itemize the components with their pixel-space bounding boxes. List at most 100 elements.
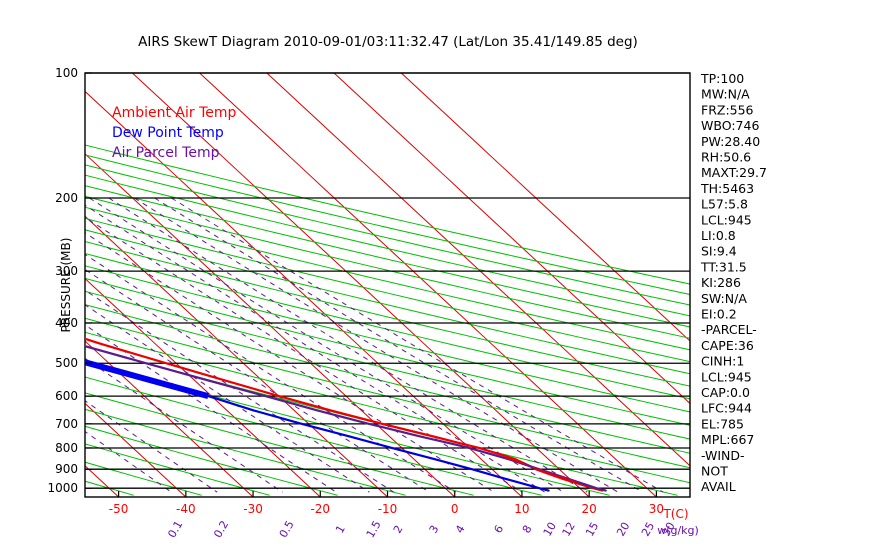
index--wind-: -WIND- [701,448,745,463]
bottom-temp-label: 0 [451,502,459,516]
pressure-labels: 100 200 300 400 500 600 700 800 900 1000 [47,66,78,495]
index-el-785: EL:785 [701,416,744,431]
isotherm-line [85,277,321,497]
adiabat-line [85,185,690,328]
pressure-label: 200 [55,191,78,205]
isotherm-line [333,73,690,405]
bottom-temp-label: 10 [514,502,529,516]
index-cinh-1: CINH:1 [701,354,744,369]
mixing-ratio-line [85,232,495,493]
adiabat-line [85,229,690,375]
adiabat-line [85,317,690,469]
pressure-gridlines [85,72,690,489]
index-li-0-8: LI:0.8 [701,228,736,243]
adiabat-line [85,277,690,426]
mixing-ratio-label: 20 [614,520,632,539]
index-frz-556: FRZ:556 [701,102,754,117]
adiabat-line [85,217,690,363]
index-mpl-667: MPL:667 [701,432,754,447]
isotherm-line [132,73,590,497]
index--parcel-: -PARCEL- [701,322,757,337]
pressure-label: 700 [55,417,78,431]
mixing-ratio-line [85,357,283,493]
index-maxt-29-7: MAXT:29.7 [701,165,767,180]
index-wbo-746: WBO:746 [701,118,759,133]
isotherm-line [85,340,254,497]
adiabat-line [85,304,690,454]
adiabat-line [85,206,690,351]
isotherm-line [266,73,690,467]
bottom-temp-labels: -50 -40 -30 -20 -10 0 10 20 30 [109,502,664,516]
index-lfc-944: LFC:944 [701,401,752,416]
index-lcl-945: LCL:945 [701,212,752,227]
mixing-ratio-line [85,216,523,493]
adiabat-line [85,361,610,496]
adiabat-line [85,265,690,413]
indices-panel: TP:100MW:N/AFRZ:556WBO:746PW:28.40RH:50.… [700,71,767,494]
pressure-axis-ticks [85,72,92,489]
saturated-layer-marker [85,359,210,399]
index-si-9-4: SI:9.4 [701,244,737,259]
bottom-temp-label: -30 [243,502,263,516]
index-ki-286: KI:286 [701,275,741,290]
index-pw-28-40: PW:28.40 [701,134,760,149]
isotherm-line [85,215,388,497]
adiabat-line [85,252,690,400]
bottom-temp-label: -20 [310,502,330,516]
bottom-temp-label: -50 [109,502,129,516]
bottom-axis-ticks [118,491,657,497]
curve-curveP [85,344,607,492]
adiabat-line [85,443,270,496]
index-not: NOT [701,464,728,479]
pressure-label: 300 [55,264,78,278]
isotherm-line [199,73,657,497]
mixing-ratio-line [85,289,395,493]
isotherm-line [85,402,187,497]
mixing-ratio-line [134,197,619,493]
mixing-ratio-line [171,197,664,493]
legend: Ambient Air Temp Dew Point Temp Air Parc… [112,105,237,161]
index-avail: AVAIL [701,479,736,494]
index-tp-100: TP:100 [700,71,744,86]
isotherm-line [85,153,456,497]
mixing-ratio-line [85,304,370,493]
isotherm-line [400,73,690,342]
adiabat-line [85,408,406,496]
isotherm-line [85,90,523,497]
sounding-curves [85,337,607,492]
adiabat-line [85,154,690,295]
adiabat-line [85,290,690,440]
index-rh-50-6: RH:50.6 [701,150,751,165]
adiabat-line [85,425,338,496]
pressure-label: 900 [55,462,78,476]
bottom-temp-label: 20 [582,502,597,516]
mixing-ratio-labels: 0.1 0.2 0.5 1 1.5 2 3 4 6 8 10 12 15 20 25 30 [165,518,677,540]
adiabat-line [85,331,690,484]
mixing-ratio-line [89,197,564,493]
pressure-label: 500 [55,356,78,370]
index-mw-n-a: MW:N/A [701,87,750,102]
mixing-ratio-line [85,430,172,493]
adiabat-line [85,174,690,317]
mixing-ratio-line [85,324,337,493]
adiabat-line [85,241,690,387]
bottom-temp-label: -40 [176,502,196,516]
mixing-ratio-label: 30 [659,520,677,539]
index-tt-31-5: TT:31.5 [700,259,747,274]
mixing-ratio-label: 15 [583,520,601,539]
legend-item-ambient: Ambient Air Temp [112,105,237,121]
pressure-label: 1000 [47,481,78,495]
mixing-ratio-label: 12 [560,520,578,539]
y-axis-label: PRESSURE (MB) [59,238,73,333]
index-cape-36: CAPE:36 [701,338,754,353]
curve-curveTd [85,361,550,492]
mixing-ratio-label: 10 [541,520,559,539]
legend-item-dewpoint: Dew Point Temp [112,125,224,141]
adiabat-line [85,164,690,306]
bottom-temp-label: 30 [649,502,664,516]
index-lcl-945: LCL:945 [701,369,752,384]
pressure-label: 400 [55,316,78,330]
